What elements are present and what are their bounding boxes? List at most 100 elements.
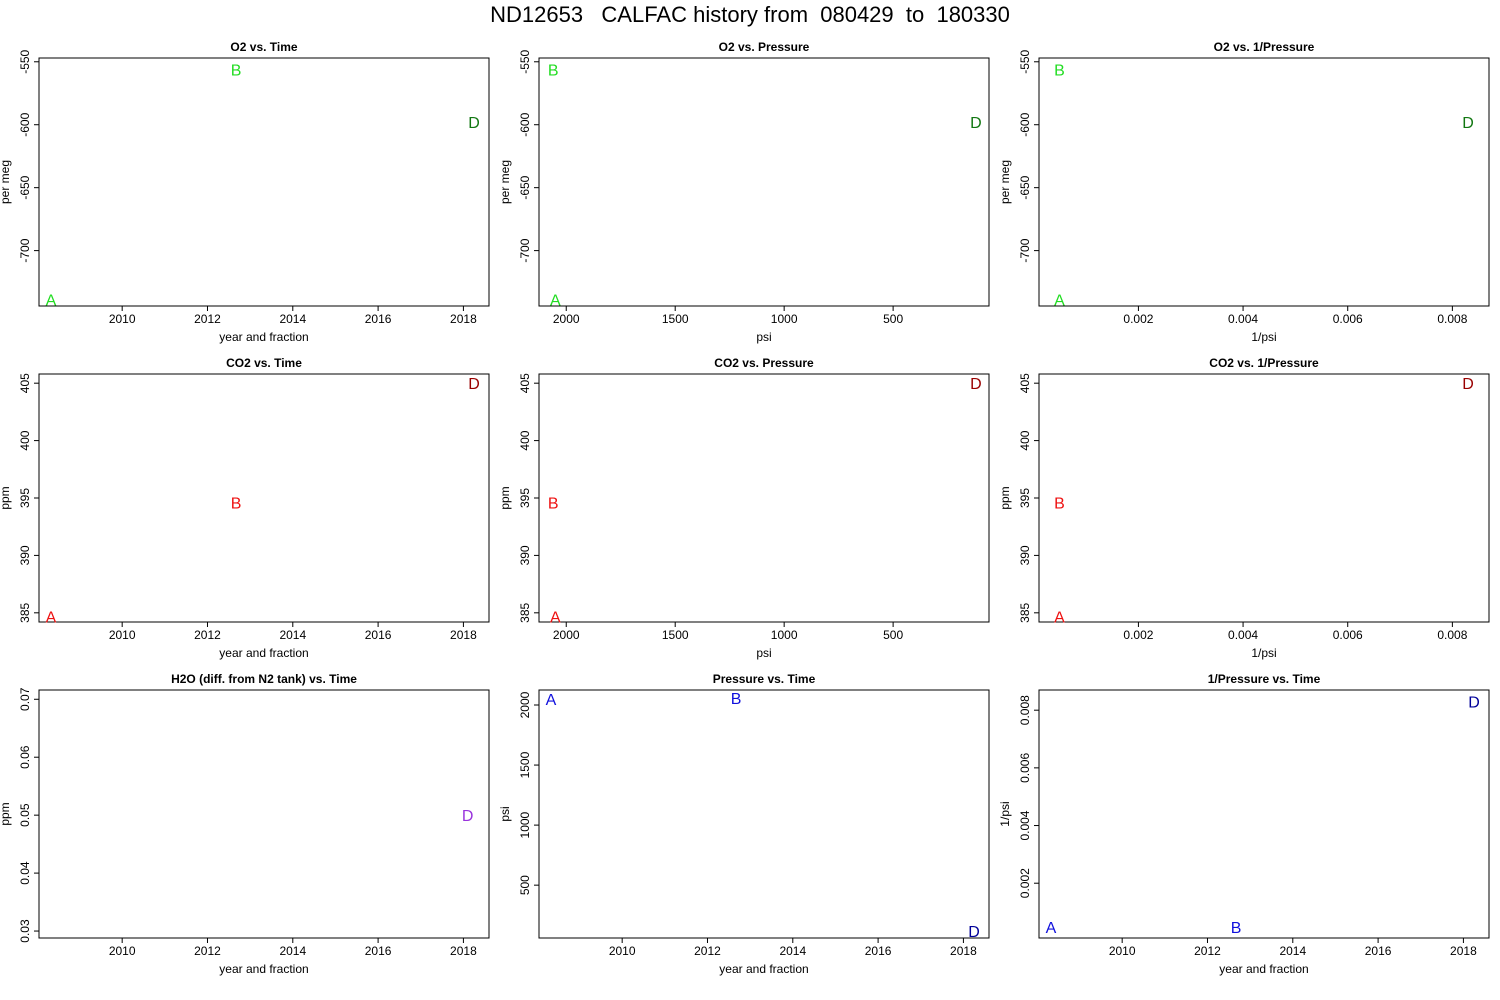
x-tick-label: 2010	[1109, 944, 1136, 958]
y-axis-label: psi	[498, 806, 512, 821]
x-tick-label: 2018	[950, 944, 977, 958]
y-tick-label: 500	[518, 875, 532, 895]
y-tick-label: 400	[18, 430, 32, 450]
data-point-b: B	[1054, 62, 1065, 79]
x-axis-label: 1/psi	[1251, 646, 1276, 660]
x-axis-label: psi	[756, 330, 771, 344]
chart-title: CO2 vs. Pressure	[714, 356, 814, 370]
data-point-a: A	[550, 609, 561, 626]
data-point-b: B	[548, 62, 559, 79]
x-tick-label: 0.006	[1333, 312, 1363, 326]
x-axis-label: year and fraction	[219, 646, 308, 660]
x-axis-label: year and fraction	[219, 962, 308, 976]
chart-title: H2O (diff. from N2 tank) vs. Time	[171, 672, 357, 686]
y-axis-label: 1/psi	[998, 801, 1012, 826]
y-tick-label: 405	[518, 373, 532, 393]
y-tick-label: -550	[518, 49, 532, 73]
y-tick-label: 405	[1018, 373, 1032, 393]
data-point-d: D	[1468, 695, 1480, 712]
data-point-b: B	[548, 496, 559, 513]
y-tick-label: 400	[1018, 430, 1032, 450]
x-tick-label: 2010	[109, 628, 136, 642]
y-tick-label: 390	[518, 545, 532, 565]
data-point-a: A	[1054, 293, 1065, 310]
x-tick-label: 2000	[553, 312, 580, 326]
x-tick-label: 2016	[1365, 944, 1392, 958]
plot-frame	[1038, 373, 1490, 623]
data-point-a: A	[1046, 920, 1057, 937]
data-point-d: D	[1462, 115, 1474, 132]
data-point-a: A	[1054, 609, 1065, 626]
y-tick-label: 385	[518, 602, 532, 622]
data-point-a: A	[46, 609, 57, 626]
chart-panel-5: CO2 vs. Pressure 2000 1500 1000 500 385 390 395…	[498, 356, 990, 660]
y-tick-label: 385	[1018, 602, 1032, 622]
x-tick-label: 2012	[194, 944, 221, 958]
y-tick-label: 0.006	[1018, 753, 1032, 783]
x-tick-label: 2012	[194, 312, 221, 326]
chart-title: CO2 vs. 1/Pressure	[1209, 356, 1319, 370]
x-tick-label: 2010	[109, 944, 136, 958]
x-tick-label: 2014	[279, 312, 306, 326]
x-tick-label: 2012	[194, 628, 221, 642]
x-tick-label: 2012	[694, 944, 721, 958]
x-tick-label: 2014	[1279, 944, 1306, 958]
y-tick-label: -600	[518, 112, 532, 136]
x-tick-label: 2016	[865, 944, 892, 958]
y-tick-label: 395	[18, 488, 32, 508]
data-point-d: D	[468, 115, 480, 132]
x-tick-label: 500	[883, 312, 903, 326]
y-axis-label: ppm	[0, 486, 12, 509]
x-tick-label: 0.008	[1437, 312, 1467, 326]
y-tick-label: 0.002	[1018, 868, 1032, 898]
chart-title: 1/Pressure vs. Time	[1208, 672, 1321, 686]
y-tick-label: 0.03	[18, 919, 32, 943]
x-axis-label: psi	[756, 646, 771, 660]
x-tick-label: 1000	[771, 312, 798, 326]
x-tick-label: 1500	[662, 628, 689, 642]
chart-panel-1: O2 vs. Time 2010 2012 2014 2016 2018 -700 -650 -…	[0, 40, 490, 344]
plot-frame	[38, 57, 490, 307]
chart-panel-4: CO2 vs. Time 2010 2012 2014 2016 2018 385 390 39…	[0, 356, 490, 660]
x-axis-label: year and fraction	[719, 962, 808, 976]
y-axis-label: per meg	[998, 160, 1012, 204]
plot-frame	[1038, 57, 1490, 307]
y-tick-label: 2000	[518, 691, 532, 718]
x-tick-label: 0.004	[1228, 312, 1258, 326]
x-tick-label: 2014	[279, 944, 306, 958]
data-point-d: D	[462, 808, 474, 825]
x-tick-label: 1500	[662, 312, 689, 326]
y-tick-label: 1500	[518, 751, 532, 778]
x-tick-label: 0.006	[1333, 628, 1363, 642]
y-tick-label: -700	[518, 238, 532, 262]
page-title: ND12653 CALFAC history from 080429 to 18…	[490, 2, 1010, 27]
data-point-d: D	[968, 924, 980, 941]
x-tick-label: 2018	[1450, 944, 1477, 958]
x-tick-label: 2018	[450, 312, 477, 326]
y-tick-label: 400	[518, 430, 532, 450]
x-tick-label: 2012	[1194, 944, 1221, 958]
data-point-a: A	[46, 293, 57, 310]
y-tick-label: -550	[1018, 49, 1032, 73]
chart-panel-8: Pressure vs. Time 2010 2012 2014 2016 2018 500…	[498, 672, 990, 976]
chart-title: O2 vs. Pressure	[719, 40, 810, 54]
plot-frame	[1038, 689, 1490, 939]
x-tick-label: 2016	[365, 628, 392, 642]
x-tick-label: 2014	[779, 944, 806, 958]
y-tick-label: 0.008	[1018, 695, 1032, 725]
x-tick-label: 2016	[365, 312, 392, 326]
x-tick-label: 2016	[365, 944, 392, 958]
data-point-b: B	[1231, 920, 1242, 937]
y-axis-label: ppm	[998, 486, 1012, 509]
x-tick-label: 2010	[609, 944, 636, 958]
data-point-b: B	[731, 691, 742, 708]
data-point-d: D	[1462, 376, 1474, 393]
y-axis-label: ppm	[498, 486, 512, 509]
y-tick-label: 395	[1018, 488, 1032, 508]
y-axis-label: per meg	[498, 160, 512, 204]
y-tick-label: 405	[18, 373, 32, 393]
y-tick-label: 385	[18, 602, 32, 622]
data-point-b: B	[231, 496, 242, 513]
plot-frame	[538, 689, 990, 939]
y-tick-label: -700	[1018, 238, 1032, 262]
